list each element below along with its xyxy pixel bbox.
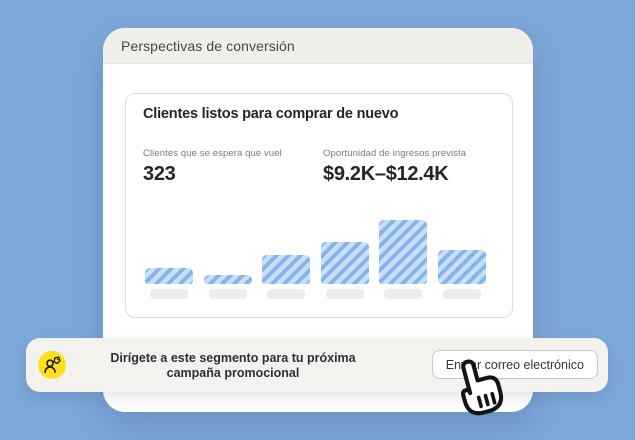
bar-chart [145, 179, 486, 299]
stats-row: Clientes que se espera que vuel 323 Opor… [143, 148, 466, 186]
bar-column [379, 220, 427, 299]
conversion-insights-panel: Perspectivas de conversión Clientes list… [103, 28, 533, 412]
stat-value: $9.2K–$12.4K [323, 163, 449, 185]
stat-value: 323 [143, 163, 176, 185]
bar-column [262, 255, 310, 299]
axis-label-placeholder [325, 289, 364, 299]
axis-label-placeholder [384, 289, 422, 299]
panel-header: Perspectivas de conversión [103, 28, 533, 64]
panel-title: Perspectivas de conversión [121, 37, 295, 54]
axis-label-placeholder [267, 289, 305, 299]
insight-card: Clientes listos para comprar de nuevo Cl… [125, 93, 513, 318]
bar [145, 268, 193, 284]
stat-revenue-opportunity: Oportunidad de ingresos prevista $9.2K–$… [323, 148, 466, 186]
audience-segment-icon [38, 351, 66, 379]
bar-column [437, 250, 486, 299]
segment-message-line1: Dirígete a este segmento para tu próxima [110, 351, 356, 365]
segment-message-line2: campaña promocional [166, 365, 300, 380]
segment-message: Dirígete a este segmento para tu próxima… [88, 351, 378, 380]
stat-label: Oportunidad de ingresos prevista [323, 148, 467, 159]
bar-column [203, 275, 252, 299]
bar [320, 242, 369, 284]
segment-cta-bar: Dirígete a este segmento para tu próxima… [26, 338, 608, 392]
insight-card-title: Clientes listos para comprar de nuevo [143, 106, 399, 122]
stat-label: Clientes que se espera que vuel [143, 148, 282, 159]
axis-label-placeholder [150, 289, 188, 299]
bar-column [320, 242, 369, 299]
send-email-button[interactable]: Enviar correo electrónico [431, 350, 598, 379]
axis-label-placeholder [442, 289, 481, 299]
bar [203, 275, 252, 284]
bar [262, 255, 310, 284]
bar [437, 250, 486, 284]
bar-column [145, 268, 193, 299]
stat-expected-customers: Clientes que se espera que vuel 323 [143, 148, 323, 186]
bar [379, 220, 427, 284]
axis-label-placeholder [208, 289, 247, 299]
